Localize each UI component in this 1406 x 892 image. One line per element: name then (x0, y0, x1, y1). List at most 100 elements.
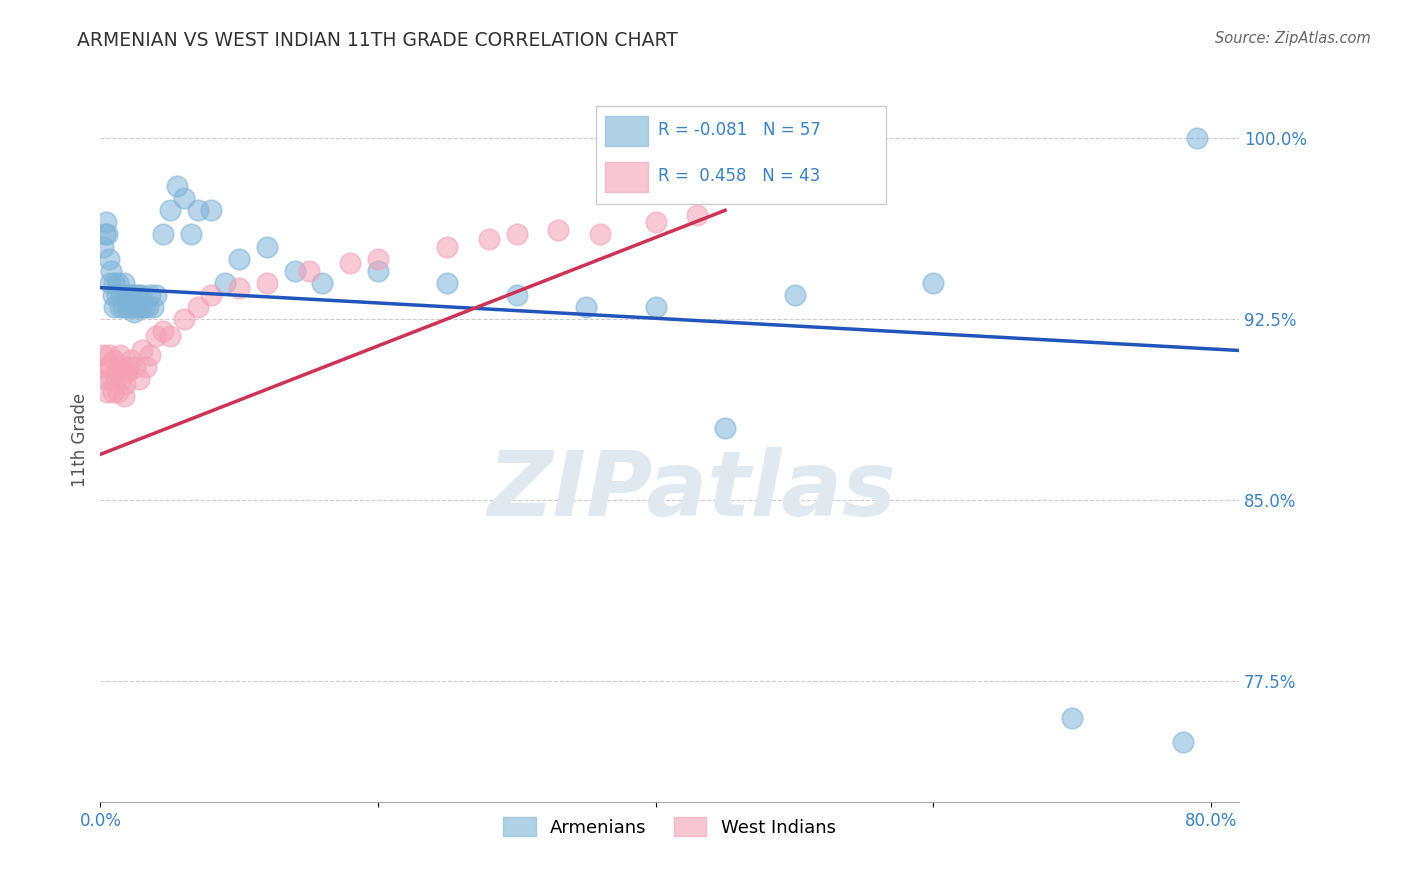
Point (152, 227, 174, 242)
Point (145, 288, 167, 302)
Point (105, 360, 128, 375)
Point (256, 239, 278, 253)
Point (173, 312, 195, 326)
Point (547, 222, 569, 236)
Point (96, 227, 118, 242)
Point (284, 264, 307, 278)
Point (97, 252, 120, 266)
Point (159, 329, 181, 343)
Point (103, 276, 125, 290)
Point (506, 288, 529, 302)
Point (108, 300, 131, 314)
Text: ZIPatlas: ZIPatlas (488, 447, 897, 534)
Point (94, 372, 117, 386)
Point (121, 300, 143, 314)
Point (922, 276, 945, 290)
Text: R = -0.081   N = 57: R = -0.081 N = 57 (658, 121, 821, 139)
Point (108, 348, 131, 362)
Point (117, 360, 139, 375)
Point (506, 227, 529, 242)
Point (200, 203, 222, 218)
Point (589, 227, 612, 242)
Point (127, 288, 149, 302)
Y-axis label: 11th Grade: 11th Grade (72, 392, 89, 487)
Point (93, 360, 115, 375)
Point (139, 288, 162, 302)
Point (93, 227, 115, 242)
Point (94, 215, 117, 229)
Point (228, 252, 250, 266)
Point (100, 372, 122, 386)
Text: Source: ZipAtlas.com: Source: ZipAtlas.com (1215, 31, 1371, 46)
Point (311, 276, 333, 290)
Point (104, 372, 127, 386)
Point (152, 324, 174, 338)
Point (98, 276, 121, 290)
Point (129, 288, 152, 302)
Point (124, 288, 146, 302)
Point (686, 208, 709, 222)
Point (256, 276, 278, 290)
Point (145, 329, 167, 343)
Point (339, 256, 361, 270)
Point (91, 239, 114, 253)
Point (214, 276, 236, 290)
Point (114, 288, 136, 302)
Point (131, 343, 153, 358)
Point (98, 360, 121, 375)
Point (436, 239, 458, 253)
Point (115, 300, 138, 314)
Point (186, 203, 208, 218)
Point (96, 384, 118, 399)
Point (101, 384, 124, 399)
Point (107, 384, 129, 399)
Point (783, 288, 806, 302)
Point (128, 372, 150, 386)
Point (131, 300, 153, 314)
Point (91, 348, 114, 362)
Point (122, 305, 145, 319)
Point (111, 300, 134, 314)
Point (136, 300, 159, 314)
Point (134, 300, 156, 314)
Point (100, 264, 122, 278)
Point (114, 377, 136, 392)
Point (111, 360, 134, 375)
Point (644, 215, 666, 229)
Point (180, 227, 202, 242)
Point (124, 360, 146, 375)
Point (118, 300, 141, 314)
Point (1173, 735, 1195, 749)
Point (173, 191, 195, 205)
Text: ARMENIAN VS WEST INDIAN 11TH GRADE CORRELATION CHART: ARMENIAN VS WEST INDIAN 11TH GRADE CORRE… (77, 31, 678, 50)
Point (478, 232, 501, 246)
Point (714, 421, 737, 435)
Bar (605, 161, 648, 192)
Point (1062, 711, 1084, 725)
Point (166, 179, 188, 194)
Point (97, 348, 120, 362)
Point (367, 264, 389, 278)
Point (101, 288, 124, 302)
FancyBboxPatch shape (596, 106, 886, 204)
Point (1185, 131, 1208, 145)
Point (186, 300, 208, 314)
Point (103, 353, 125, 368)
Point (117, 288, 139, 302)
Bar (605, 116, 648, 146)
Point (200, 288, 222, 302)
Point (644, 300, 666, 314)
Point (159, 203, 181, 218)
Point (367, 252, 389, 266)
Point (110, 372, 132, 386)
Point (297, 264, 319, 278)
Point (142, 300, 165, 314)
Point (139, 348, 162, 362)
Point (107, 276, 129, 290)
Point (128, 300, 150, 314)
Point (120, 353, 142, 368)
Point (135, 360, 157, 375)
Point (125, 300, 148, 314)
Text: R =  0.458   N = 43: R = 0.458 N = 43 (658, 167, 821, 185)
Point (103, 300, 125, 314)
